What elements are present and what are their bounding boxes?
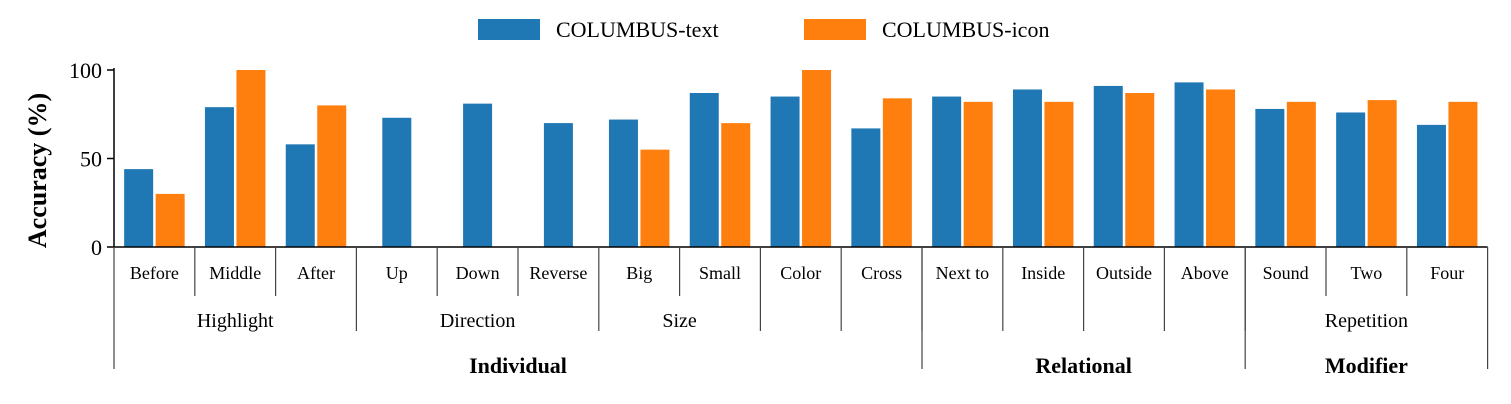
bar-next-to-columbus-text <box>932 96 962 247</box>
bar-two-columbus-text <box>1336 112 1366 247</box>
x-tick-label-before: Before <box>130 263 179 283</box>
bar-color-columbus-icon <box>802 70 832 247</box>
y-tick-label-0: 0 <box>91 235 102 260</box>
bars <box>124 70 1478 248</box>
bar-cross-columbus-icon <box>882 98 912 247</box>
bar-cross-columbus-text <box>851 128 881 247</box>
x-tick-label-two: Two <box>1351 263 1383 283</box>
x-tick-label-color: Color <box>780 263 821 283</box>
bar-big-columbus-text <box>608 119 638 247</box>
bar-before-columbus-icon <box>155 193 185 247</box>
bar-after-columbus-text <box>285 144 315 247</box>
bar-before-columbus-text <box>124 169 154 247</box>
legend-swatch-columbus-text <box>478 19 540 40</box>
bar-four-columbus-icon <box>1448 101 1478 247</box>
bar-middle-columbus-text <box>204 107 234 247</box>
y-tick-label-100: 100 <box>69 58 102 83</box>
y-axis: 0 50 100 Accuracy (%) <box>23 58 115 260</box>
subgroup-label-size: Size <box>662 310 697 332</box>
bar-small-columbus-text <box>689 93 719 247</box>
bar-four-columbus-text <box>1416 124 1446 247</box>
bar-after-columbus-icon <box>317 105 347 248</box>
bar-sound-columbus-text <box>1255 108 1285 247</box>
x-tick-label-down: Down <box>456 263 500 283</box>
bar-sound-columbus-icon <box>1286 101 1316 247</box>
bar-big-columbus-icon <box>640 149 670 247</box>
subgroup-label-highlight: Highlight <box>197 310 274 332</box>
bar-outside-columbus-icon <box>1125 93 1155 247</box>
legend-swatch-columbus-icon <box>804 19 866 40</box>
y-tick-label-50: 50 <box>80 147 102 172</box>
x-tick-label-middle: Middle <box>209 263 261 283</box>
y-axis-label: Accuracy (%) <box>23 93 52 248</box>
group-label-individual: Individual <box>469 353 567 378</box>
x-tick-label-small: Small <box>699 263 741 283</box>
x-tick-label-sound: Sound <box>1263 263 1309 283</box>
x-tick-label-cross: Cross <box>861 263 902 283</box>
x-tick-label-outside: Outside <box>1096 263 1152 283</box>
bar-inside-columbus-text <box>1012 89 1042 247</box>
group-label-modifier: Modifier <box>1325 353 1408 378</box>
bar-reverse-columbus-text <box>543 123 573 247</box>
bar-middle-columbus-icon <box>236 70 266 247</box>
x-tick-label-inside: Inside <box>1021 263 1065 283</box>
legend: COLUMBUS-text COLUMBUS-icon <box>478 17 1049 42</box>
bar-outside-columbus-text <box>1093 85 1123 248</box>
subgroup-label-repetition: Repetition <box>1325 310 1408 332</box>
x-tick-label-next-to: Next to <box>936 263 990 283</box>
bar-down-columbus-text <box>463 103 493 247</box>
bar-above-columbus-icon <box>1206 89 1236 247</box>
subgroup-label-direction: Direction <box>440 310 516 332</box>
bar-next-to-columbus-icon <box>963 101 993 247</box>
group-label-relational: Relational <box>1035 353 1132 378</box>
legend-label-columbus-text: COLUMBUS-text <box>556 17 719 42</box>
bar-color-columbus-text <box>770 96 800 247</box>
legend-label-columbus-icon: COLUMBUS-icon <box>882 17 1049 42</box>
bar-two-columbus-icon <box>1367 100 1397 247</box>
x-tick-label-reverse: Reverse <box>529 263 587 283</box>
x-tick-label-up: Up <box>386 263 408 283</box>
x-tick-label-big: Big <box>626 263 652 283</box>
x-axis: Before Middle After Up Down Reverse Big Small Co… <box>113 246 1489 378</box>
x-tick-label-after: After <box>297 263 335 283</box>
bar-above-columbus-text <box>1174 82 1204 247</box>
x-tick-label-four: Four <box>1430 263 1464 283</box>
bar-small-columbus-icon <box>721 123 751 247</box>
bar-inside-columbus-icon <box>1044 101 1074 247</box>
bar-up-columbus-text <box>382 117 412 247</box>
x-tick-label-above: Above <box>1181 263 1229 283</box>
